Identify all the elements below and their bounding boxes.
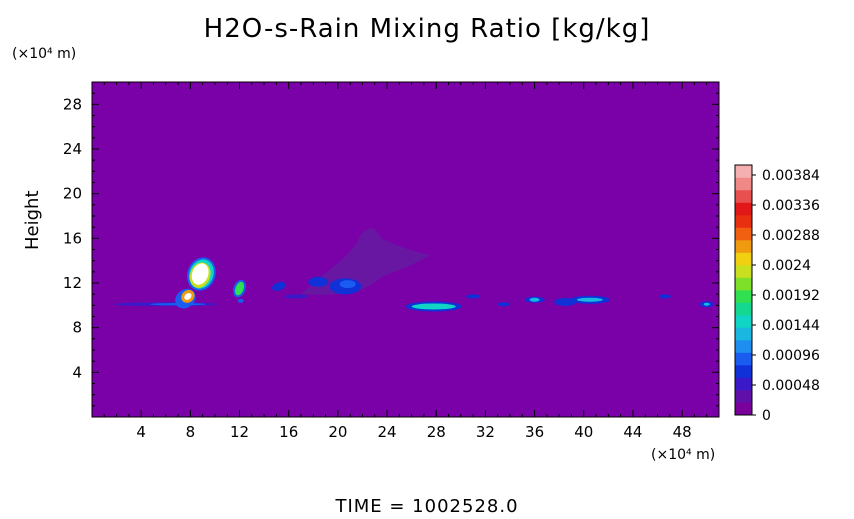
band-40-core <box>576 297 603 302</box>
plot-area <box>91 81 720 418</box>
cell4 <box>308 276 329 287</box>
colorbar-swatch <box>735 352 752 366</box>
colorbar-swatch <box>735 165 752 178</box>
colorbar-swatch <box>735 402 752 416</box>
colorbar-swatch <box>735 177 752 191</box>
colorbar-frame <box>734 164 753 416</box>
colorbar-label: 0.00336 <box>762 198 820 214</box>
y-tick-label: 24 <box>63 140 82 158</box>
x-tick-label: 48 <box>673 423 692 441</box>
y-tick-label: 28 <box>63 95 82 113</box>
x-tick-label: 8 <box>186 423 196 441</box>
y-axis: 4 8 12 16 20 24 28 <box>63 92 719 407</box>
colorbar: 0.00384 0.00336 0.00288 0.0024 0.00192 0.0014… <box>734 164 820 424</box>
x-tick-label: 44 <box>623 423 642 441</box>
colorbar-swatch <box>735 277 752 291</box>
colorbar-swatch <box>735 377 752 391</box>
x-tick-label: 28 <box>427 423 446 441</box>
x-tick-label: 4 <box>136 423 146 441</box>
y-tick-label: 12 <box>63 274 82 292</box>
colorbar-label: 0.00288 <box>762 228 820 244</box>
colorbar-label: 0.00144 <box>762 318 820 334</box>
colorbar-swatch <box>735 265 752 278</box>
x-unit-label: (×10⁴ m) <box>651 447 716 463</box>
band-50-core <box>703 302 710 306</box>
x-axis: 4 8 12 16 20 24 28 32 36 40 44 48 <box>103 82 708 441</box>
chart-title: H2O-s-Rain Mixing Ratio [kg/kg] <box>203 14 651 44</box>
x-tick-label: 12 <box>230 423 249 441</box>
colorbar-swatch <box>735 215 752 228</box>
y-tick-label: 20 <box>63 185 82 203</box>
colorbar-swatch <box>735 302 752 316</box>
y-unit-label: (×10⁴ m) <box>12 46 77 62</box>
time-label: TIME = 1002528.0 <box>335 496 519 517</box>
band-36-core <box>529 297 540 302</box>
cell-streak-16 <box>284 294 309 299</box>
colorbar-label: 0 <box>762 408 771 424</box>
colorbar-label: 0.0024 <box>762 258 811 274</box>
colorbar-swatch <box>735 202 752 216</box>
colorbar-swatch <box>735 327 752 341</box>
cell3 <box>272 281 286 291</box>
y-tick-label: 16 <box>63 229 82 247</box>
colorbar-swatch <box>735 340 752 353</box>
colorbar-swatch <box>735 290 752 303</box>
y-tick-label: 4 <box>72 363 82 381</box>
band-31 <box>466 294 481 299</box>
faint-plume <box>301 228 431 295</box>
cell5-core <box>339 280 356 289</box>
colorbar-swatch <box>735 252 752 266</box>
x-tick-label: 20 <box>328 423 347 441</box>
colorbar-swatch <box>735 190 752 203</box>
colorbar-label: 0.00048 <box>762 378 820 394</box>
faint-plume-shape <box>301 228 431 295</box>
colorbar-swatch <box>735 365 752 378</box>
colorbar-label: 0.00192 <box>762 288 820 304</box>
cell2-foot <box>237 298 244 303</box>
colorbar-label: 0.00096 <box>762 348 820 364</box>
colorbar-swatch <box>735 227 752 241</box>
band-33 <box>497 302 510 307</box>
band-46 <box>658 294 671 299</box>
x-tick-label: 16 <box>279 423 298 441</box>
cell2-inner <box>235 281 244 296</box>
x-tick-label: 24 <box>378 423 397 441</box>
cell1-core-base <box>184 292 192 300</box>
x-tick-label: 36 <box>525 423 544 441</box>
x-tick-label: 40 <box>574 423 593 441</box>
colorbar-swatch <box>735 390 752 403</box>
cell1-core <box>191 263 209 285</box>
band-28-core <box>411 303 456 310</box>
colorbar-swatch <box>735 315 752 328</box>
y-tick-label: 8 <box>72 319 82 337</box>
colorbar-label: 0.00384 <box>762 168 820 184</box>
colorbar-swatch <box>735 240 752 253</box>
x-tick-label: 32 <box>476 423 495 441</box>
